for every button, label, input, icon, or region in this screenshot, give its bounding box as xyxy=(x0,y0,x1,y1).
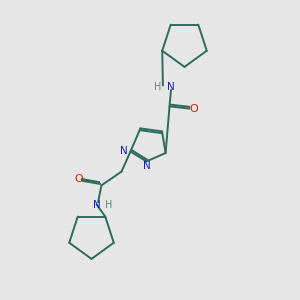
Text: N: N xyxy=(167,82,175,92)
Text: N: N xyxy=(93,200,101,210)
Text: O: O xyxy=(74,173,83,184)
Text: H: H xyxy=(154,82,162,92)
Text: N: N xyxy=(143,161,151,171)
Text: N: N xyxy=(120,146,128,156)
Text: H: H xyxy=(105,200,112,210)
Text: O: O xyxy=(189,103,198,114)
